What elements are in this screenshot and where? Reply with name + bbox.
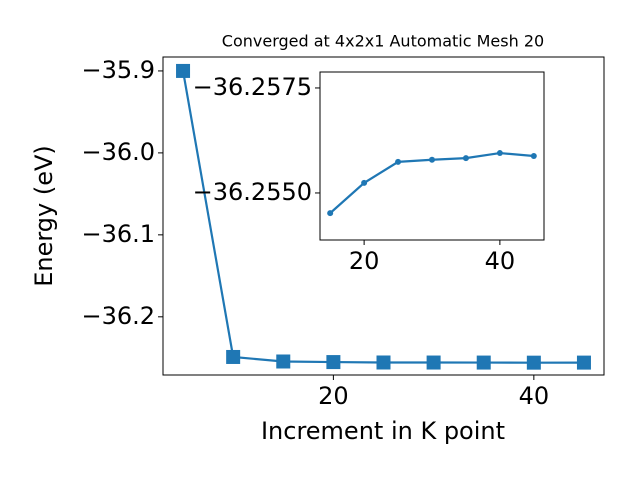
data-point [526, 355, 541, 370]
data-point [462, 155, 469, 162]
y-tick-label: −36.2575 [193, 73, 312, 101]
y-tick-label: −36.2 [81, 302, 155, 330]
data-point [276, 354, 291, 369]
x-tick-label: 20 [318, 382, 349, 410]
data-point [530, 153, 537, 159]
y-tick-label: −36.2550 [193, 178, 312, 206]
data-point [395, 158, 402, 165]
data-point [496, 150, 503, 157]
x-tick-label: 40 [485, 247, 516, 275]
data-point [576, 355, 591, 370]
plot-area [319, 71, 545, 241]
y-tick-label: −35.9 [81, 56, 155, 84]
data-point [327, 210, 334, 217]
x-tick-label: 40 [519, 382, 550, 410]
data-point [326, 355, 341, 370]
x-tick-label: 20 [349, 247, 380, 275]
y-axis-label: Energy (eV) [30, 145, 58, 287]
data-point [429, 156, 435, 163]
data-point [361, 179, 368, 186]
y-tick-label: −36.0 [81, 138, 155, 166]
y-tick-label: −36.1 [81, 220, 155, 248]
data-point [476, 355, 491, 370]
x-axis-label: Increment in K point [261, 417, 505, 445]
data-point [226, 349, 241, 364]
chart-title: Converged at 4x2x1 Automatic Mesh 20 [222, 32, 544, 51]
data-point [176, 63, 191, 78]
data-point [426, 355, 441, 370]
data-point [376, 355, 391, 370]
